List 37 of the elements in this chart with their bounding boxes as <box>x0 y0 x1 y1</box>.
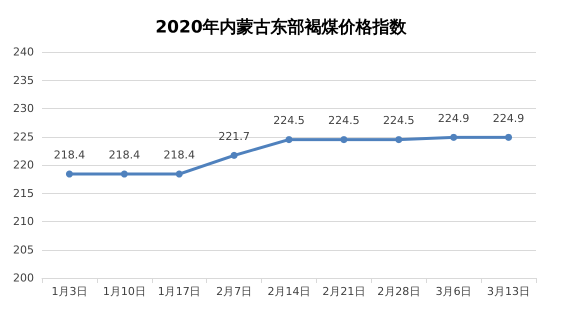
y-tick-label: 225 <box>13 130 34 144</box>
x-tick-label: 1月10日 <box>102 285 146 298</box>
data-label: 224.5 <box>273 114 305 128</box>
y-tick-label: 220 <box>13 158 34 172</box>
data-label: 224.5 <box>328 114 360 128</box>
point <box>450 134 458 141</box>
point <box>395 136 402 144</box>
data-label: 218.4 <box>54 148 86 162</box>
y-tick-label: 215 <box>13 186 34 200</box>
data-label: 221.7 <box>218 130 250 143</box>
x-tick-label: 1月17日 <box>158 285 201 298</box>
point <box>176 170 183 178</box>
data-label: 224.9 <box>492 112 524 125</box>
x-tick-label: 2月28日 <box>377 285 420 298</box>
point <box>505 134 512 141</box>
data-label: 218.4 <box>108 148 140 162</box>
y-tick-label: 210 <box>13 215 34 228</box>
y-tick-label: 235 <box>13 74 34 87</box>
data-label: 218.4 <box>163 148 195 162</box>
y-tick-label: 200 <box>13 272 34 284</box>
x-tick-label: 2月14日 <box>268 285 310 298</box>
point <box>120 170 128 178</box>
x-tick-label: 1月3日 <box>51 285 88 298</box>
y-tick-label: 240 <box>13 46 34 58</box>
x-tick-label: 2月7日 <box>216 285 252 298</box>
point <box>230 152 238 159</box>
point <box>286 136 292 144</box>
data-label: 224.9 <box>438 112 470 125</box>
x-tick-label: 3月13日 <box>487 285 530 298</box>
x-tick-label: 3月6日 <box>436 285 472 298</box>
point <box>340 136 348 144</box>
chart-title: 2020年内蒙古东部褐煤价格指数 <box>155 18 408 38</box>
x-tick-label: 2月21日 <box>322 285 366 298</box>
point <box>66 170 73 178</box>
y-tick-label: 230 <box>13 102 34 115</box>
y-tick-label: 205 <box>13 243 34 256</box>
data-label: 224.5 <box>383 114 415 128</box>
